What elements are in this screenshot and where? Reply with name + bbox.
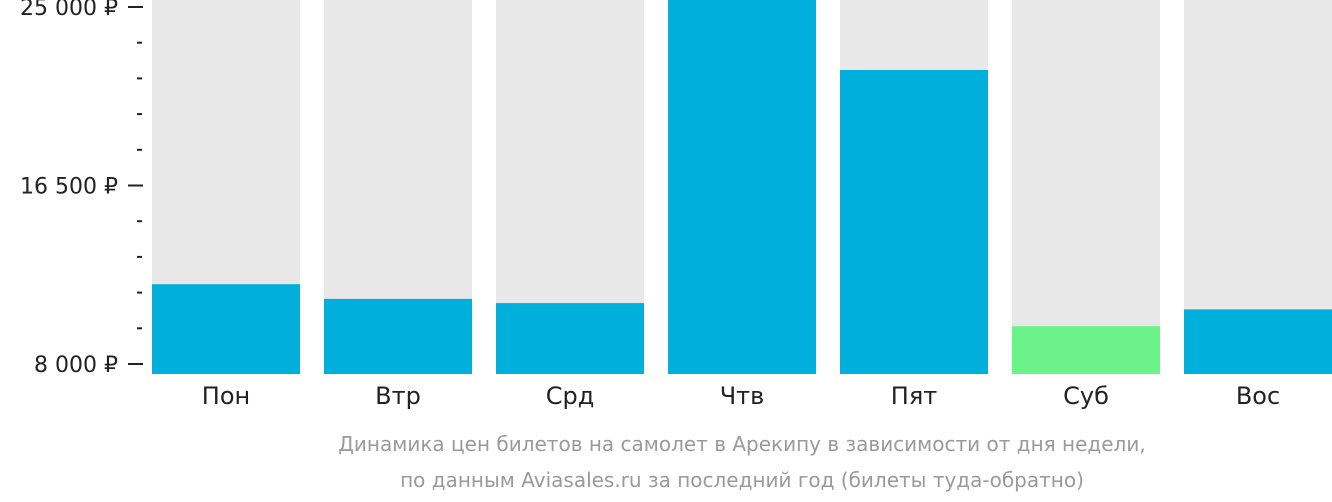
bars — [152, 0, 1332, 374]
x-axis-labels: Пон Втр Срд Чтв Пят Суб Вос — [202, 382, 1280, 410]
bar-2 — [324, 298, 472, 374]
x-tick-label: Вос — [1236, 382, 1280, 410]
x-tick-label: Чтв — [720, 382, 765, 410]
bar-4 — [668, 0, 816, 374]
x-tick-label: Пон — [202, 382, 250, 410]
chart-caption-line-2: по данным Aviasales.ru за последний год … — [400, 468, 1084, 492]
x-tick-label: Срд — [546, 382, 595, 410]
bar-7 — [1184, 309, 1332, 374]
chart-caption-line-1: Динамика цен билетов на самолет в Арекип… — [338, 432, 1146, 456]
x-tick-label: Суб — [1063, 382, 1109, 410]
x-tick-label: Втр — [375, 382, 421, 410]
bar-6 — [1012, 326, 1160, 374]
y-tick-label: 8 000 ₽ — [34, 353, 118, 378]
bar-5 — [840, 70, 988, 374]
bar-1 — [152, 284, 300, 374]
x-tick-label: Пят — [891, 382, 937, 410]
y-tick-label: 16 500 ₽ — [20, 175, 118, 200]
y-axis: 25 000 ₽ 16 500 ₽ 8 000 ₽ — [20, 0, 143, 378]
y-tick-label: 25 000 ₽ — [20, 0, 118, 21]
bar-3 — [496, 303, 644, 374]
bar-track — [1012, 0, 1160, 374]
